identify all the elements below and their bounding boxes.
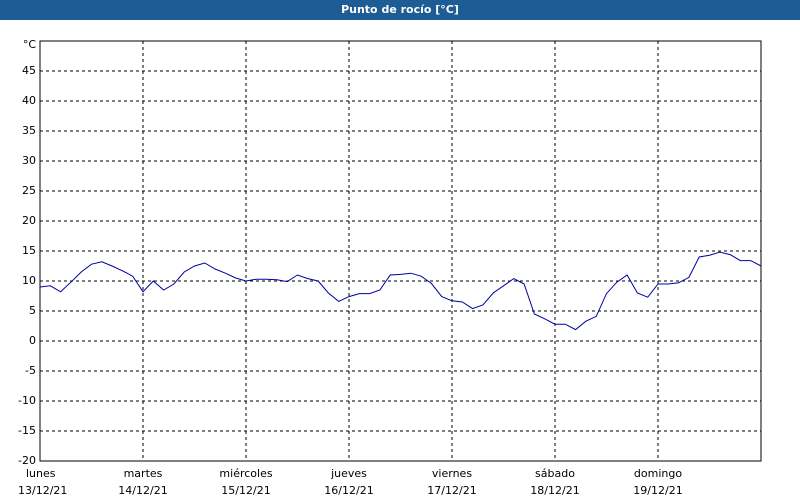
x-tick-date: 13/12/21 [18,484,67,497]
x-tick-label: miércoles [219,467,272,480]
y-tick-label: 25 [22,184,36,197]
x-tick-date: 14/12/21 [118,484,167,497]
title-bar [0,0,800,20]
y-tick-label: 10 [22,274,36,287]
x-tick-label: viernes [432,467,472,480]
y-tick-label: -5 [25,364,36,377]
y-tick-label: 40 [22,94,36,107]
x-tick-date: 17/12/21 [427,484,476,497]
y-tick-label: -20 [18,454,36,467]
x-tick-label: lunes [26,467,56,480]
y-tick-label: 30 [22,154,36,167]
y-tick-label: -15 [18,424,36,437]
chart-title: Punto de rocío [°C] [341,3,459,16]
y-tick-label: 0 [29,334,36,347]
x-tick-label: jueves [330,467,367,480]
x-tick-date: 16/12/21 [324,484,373,497]
y-tick-label: -10 [18,394,36,407]
y-tick-label: 15 [22,244,36,257]
y-unit: °C [23,38,37,51]
plot-border [39,40,762,462]
x-tick-date: 18/12/21 [530,484,579,497]
x-tick-date: 15/12/21 [221,484,270,497]
y-tick-label: 20 [22,214,36,227]
x-tick-date: 19/12/21 [633,484,682,497]
x-tick-label: martes [124,467,163,480]
y-tick-label: 45 [22,64,36,77]
y-tick-label: 5 [29,304,36,317]
y-tick-label: 35 [22,124,36,137]
data-line [39,251,762,331]
x-tick-label: domingo [634,467,682,480]
x-tick-label: sábado [535,467,575,480]
